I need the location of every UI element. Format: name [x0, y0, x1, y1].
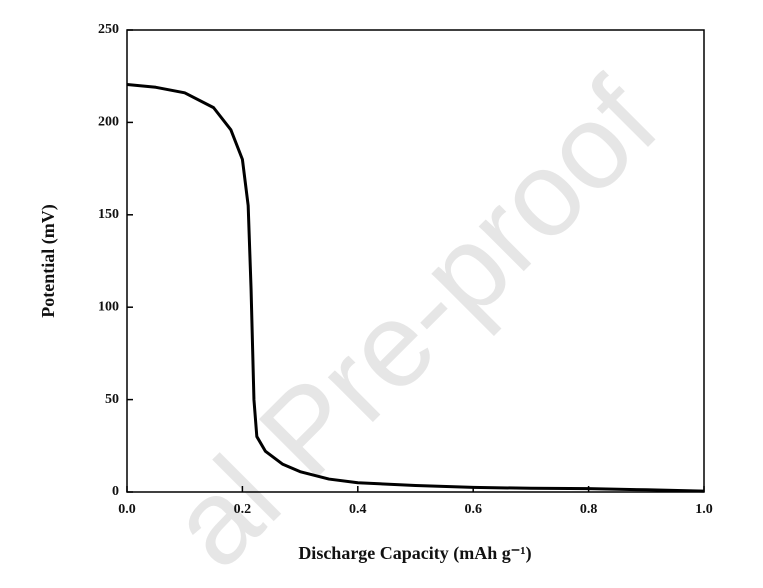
y-tick-label: 100 — [98, 299, 119, 314]
x-tick-label: 0.8 — [580, 502, 598, 517]
watermark: al Pre-proof — [144, 54, 683, 588]
x-tick-label: 0.6 — [464, 502, 482, 517]
y-tick-label: 200 — [98, 115, 119, 130]
y-tick-label: 250 — [98, 22, 119, 37]
y-tick-label: 0 — [112, 484, 119, 499]
x-tick-label: 1.0 — [695, 502, 713, 517]
y-tick-label: 150 — [98, 207, 119, 222]
y-tick-label: 50 — [105, 392, 119, 407]
x-tick-label: 0.0 — [118, 502, 136, 517]
x-axis-label: Discharge Capacity (mAh g⁻¹) — [298, 543, 531, 564]
plot-frame — [126, 29, 705, 493]
x-tick-label: 0.2 — [234, 502, 252, 517]
data-line — [126, 83, 705, 493]
x-tick-label: 0.4 — [349, 502, 367, 517]
y-axis-label: Potential (mV) — [38, 204, 59, 317]
